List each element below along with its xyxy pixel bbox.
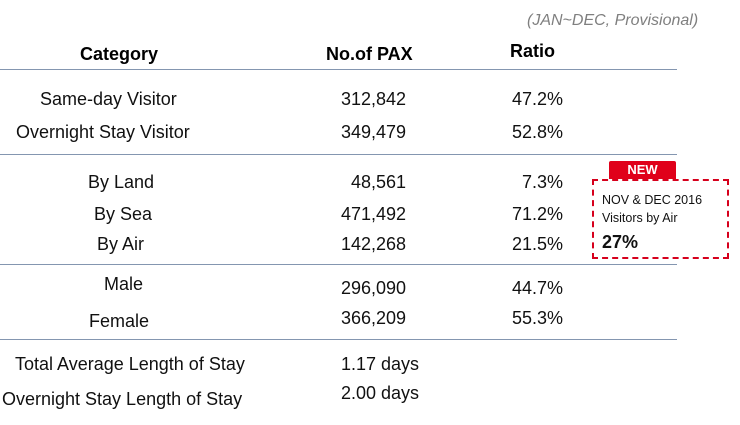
row-pax-same-day: 312,842 [341, 89, 407, 109]
row-label-air: By Air [97, 234, 145, 254]
row-ratio-sea: 71.2% [512, 204, 564, 224]
row-ratio-air: 21.5% [512, 234, 564, 254]
row-ratio-same-day: 47.2% [512, 89, 564, 109]
stay-label-total: Total Average Length of Stay [15, 354, 245, 374]
header-category: Category [80, 44, 159, 64]
row-label-female: Female [89, 311, 150, 331]
row-ratio-female: 55.3% [512, 308, 564, 328]
row-pax-sea: 471,492 [341, 204, 407, 224]
row-pax-female: 366,209 [341, 308, 407, 328]
header-pax: No.of PAX [326, 44, 413, 64]
row-label-land: By Land [88, 172, 155, 192]
callout-description: Visitors by Air [602, 211, 678, 225]
callout-value: 27% [602, 232, 639, 252]
row-pax-air: 142,268 [341, 234, 407, 254]
row-ratio-overnight: 52.8% [512, 122, 564, 142]
group-divider-3 [0, 339, 677, 340]
row-pax-male: 296,090 [341, 278, 407, 298]
row-label-overnight: Overnight Stay Visitor [16, 122, 190, 142]
stay-value-overnight: 2.00 days [341, 383, 420, 403]
group-divider-1 [0, 154, 677, 155]
air-visitors-callout: NOV & DEC 2016 Visitors by Air 27% [592, 179, 729, 259]
row-pax-land: 48,561 [351, 172, 407, 192]
row-label-male: Male [104, 274, 144, 294]
row-ratio-land: 7.3% [522, 172, 564, 192]
row-label-same-day: Same-day Visitor [40, 89, 177, 109]
new-badge: NEW [609, 161, 676, 179]
row-label-sea: By Sea [94, 204, 153, 224]
header-ratio: Ratio [510, 41, 555, 61]
stay-value-total: 1.17 days [341, 354, 420, 374]
group-divider-2 [0, 264, 677, 265]
period-subtitle: (JAN~DEC, Provisional) [527, 12, 699, 29]
row-pax-overnight: 349,479 [341, 122, 407, 142]
header-divider [0, 69, 677, 70]
callout-period: NOV & DEC 2016 [602, 193, 703, 207]
row-ratio-male: 44.7% [512, 278, 564, 298]
stay-label-overnight: Overnight Stay Length of Stay [2, 389, 243, 409]
